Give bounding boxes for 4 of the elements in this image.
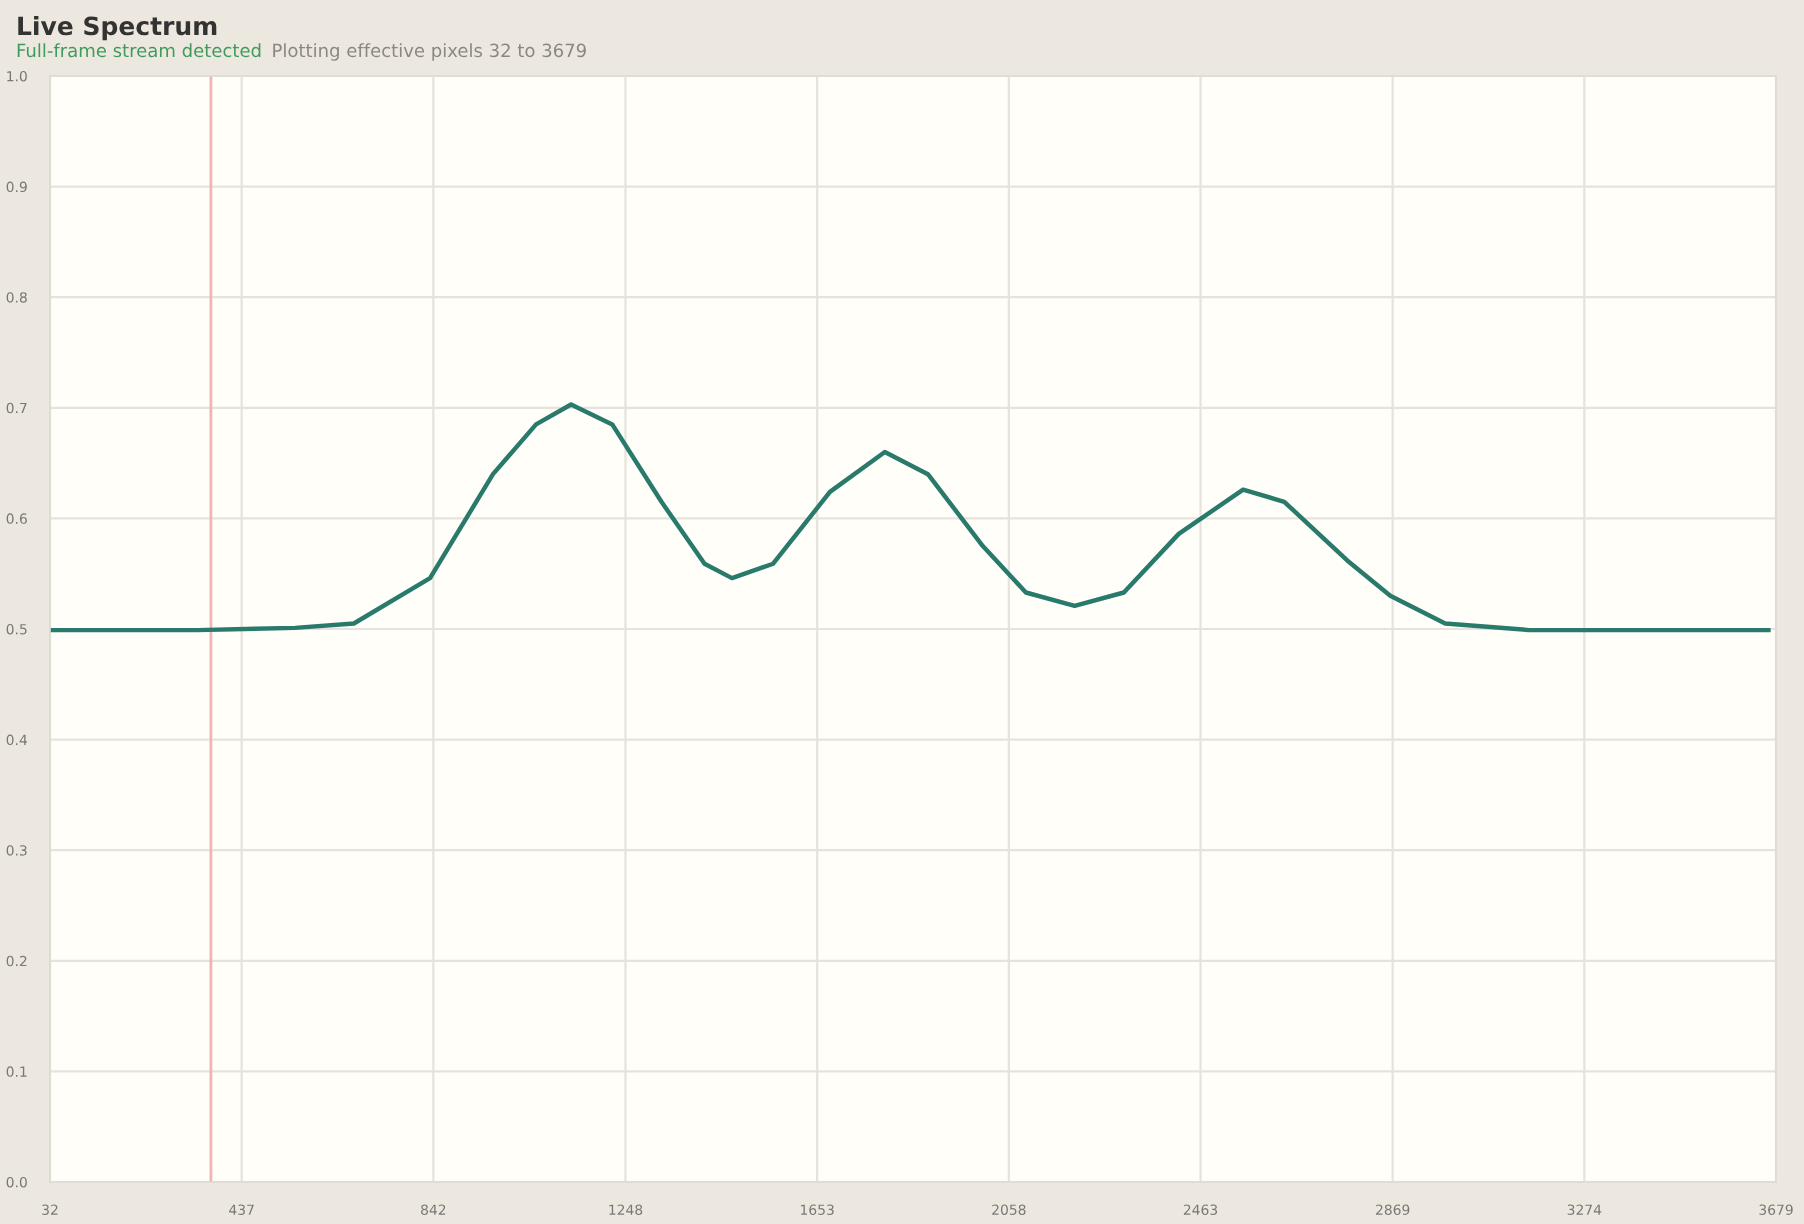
- chart-title: Live Spectrum: [18, 16, 217, 41]
- chart-subtitle: Full-frame stream detected: [17, 43, 261, 58]
- line-series: [50, 402, 1771, 633]
- text: Plotting effective pixels 32 to 3679: [273, 43, 586, 61]
